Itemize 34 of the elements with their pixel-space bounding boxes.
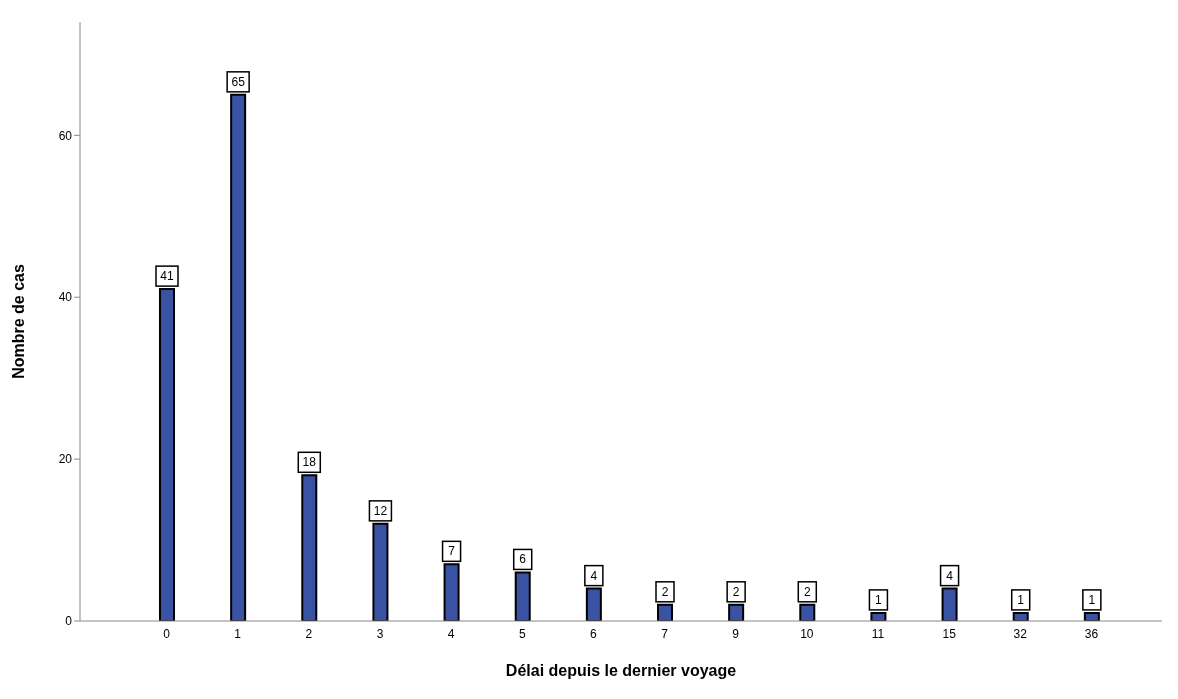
x-tick-label: 4: [447, 626, 455, 641]
y-tick-label: 20: [58, 452, 73, 467]
data-label: 1: [1088, 592, 1096, 607]
x-tick-label: 32: [1013, 626, 1028, 641]
data-label: 2: [661, 584, 669, 599]
x-tick-label: 0: [163, 626, 171, 641]
data-label: 18: [302, 455, 317, 470]
data-label: 12: [373, 503, 388, 518]
x-tick-label: 11: [871, 626, 885, 641]
x-tick-label: 1: [234, 626, 242, 641]
data-label: 65: [231, 74, 246, 89]
y-axis-title: Nombre de cas: [9, 264, 27, 379]
x-axis-title: Délai depuis le dernier voyage: [505, 662, 737, 680]
x-tick-label: 9: [732, 626, 740, 641]
x-tick-label: 2: [305, 626, 313, 641]
x-tick-label: 7: [661, 626, 669, 641]
y-tick-label: 60: [58, 128, 73, 143]
data-label: 1: [1017, 592, 1025, 607]
data-label: 4: [590, 568, 598, 583]
data-label: 2: [803, 584, 811, 599]
x-tick-label: 6: [590, 626, 598, 641]
x-tick-label: 3: [376, 626, 384, 641]
x-tick-label: 36: [1084, 626, 1099, 641]
data-label: 7: [448, 544, 456, 559]
x-tick-label: 15: [942, 626, 957, 641]
y-tick-label: 40: [58, 290, 73, 305]
data-label: 6: [519, 552, 527, 567]
y-tick-label: 0: [65, 614, 73, 629]
data-label: 4: [946, 568, 954, 583]
x-tick-label: 10: [800, 626, 814, 641]
x-tick-label: 5: [518, 626, 526, 641]
data-label: 2: [732, 584, 740, 599]
data-label: 41: [160, 269, 174, 284]
data-label: 1: [875, 592, 883, 607]
